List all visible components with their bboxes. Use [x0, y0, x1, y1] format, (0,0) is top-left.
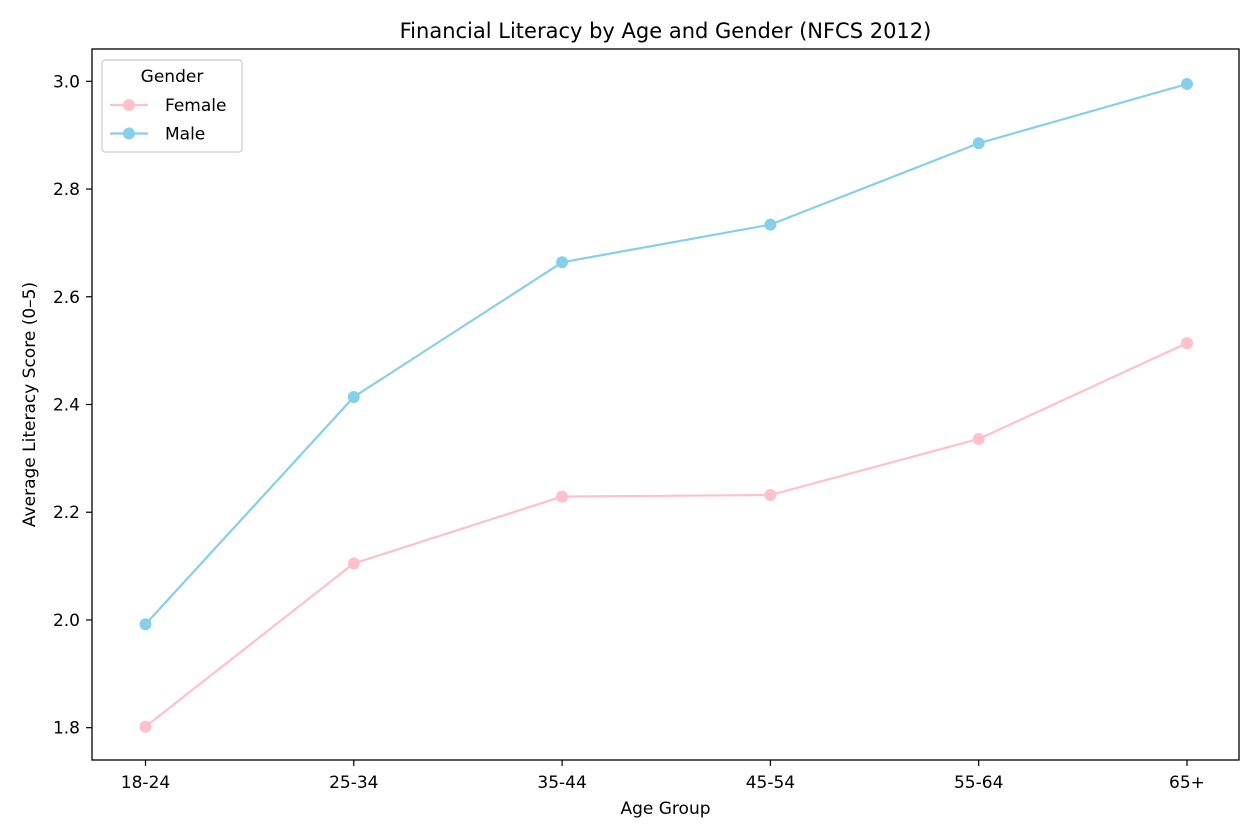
series-male: [140, 78, 1194, 630]
legend: Gender Female Male: [102, 60, 242, 152]
y-tick-label: 2.6: [53, 288, 80, 308]
data-point-female: [1181, 337, 1193, 349]
legend-marker-male: [123, 128, 135, 140]
y-axis: 1.8 2.0 2.2 2.4 2.6 2.8 3.0: [53, 72, 92, 738]
y-tick-label: 3.0: [53, 72, 80, 92]
data-point-male: [140, 618, 152, 630]
x-axis: 18-24 25-34 35-44 45-54 55-64 65+: [121, 760, 1205, 793]
legend-label-female: Female: [165, 96, 226, 116]
data-point-female: [764, 489, 776, 501]
x-tick-label: 18-24: [121, 773, 170, 793]
data-point-male: [556, 256, 568, 268]
data-point-female: [973, 433, 985, 445]
y-tick-label: 2.4: [53, 396, 80, 416]
data-point-female: [140, 721, 152, 733]
data-point-male: [764, 219, 776, 231]
y-tick-label: 1.8: [53, 719, 80, 739]
y-tick-label: 2.2: [53, 503, 80, 523]
data-point-female: [556, 491, 568, 503]
series-line-female: [146, 343, 1188, 727]
y-axis-label: Average Literacy Score (0–5): [20, 282, 40, 527]
plot-area: [92, 49, 1239, 760]
legend-label-male: Male: [165, 125, 205, 145]
x-tick-label: 35-44: [537, 773, 586, 793]
x-axis-label: Age Group: [620, 799, 710, 819]
data-point-male: [1181, 78, 1193, 90]
series-layer: [140, 78, 1194, 733]
data-point-male: [973, 137, 985, 149]
data-point-male: [348, 391, 360, 403]
series-line-male: [146, 84, 1188, 624]
series-female: [140, 337, 1194, 733]
x-tick-label: 55-64: [954, 773, 1003, 793]
x-tick-label: 65+: [1169, 773, 1205, 793]
chart-title: Financial Literacy by Age and Gender (NF…: [400, 19, 932, 43]
y-tick-label: 2.0: [53, 611, 80, 631]
legend-marker-female: [123, 99, 135, 111]
data-point-female: [348, 557, 360, 569]
x-tick-label: 45-54: [746, 773, 795, 793]
legend-title: Gender: [141, 67, 204, 87]
y-tick-label: 2.8: [53, 180, 80, 200]
x-tick-label: 25-34: [329, 773, 378, 793]
